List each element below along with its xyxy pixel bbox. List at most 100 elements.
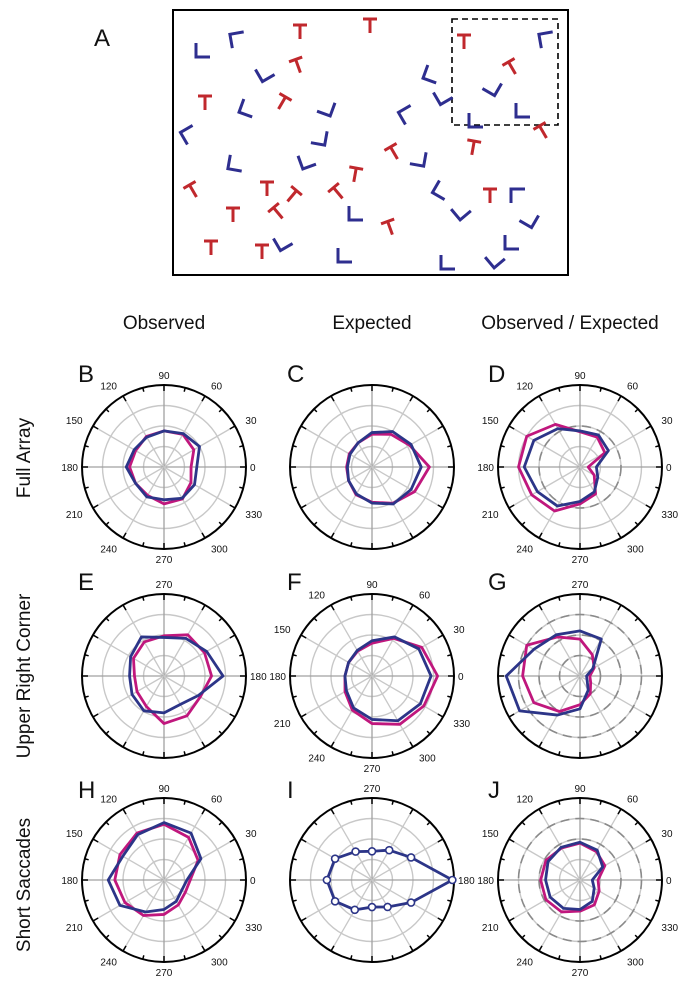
polar-spoke [300,634,373,677]
polar-tick [655,899,660,902]
polar-tick [239,654,244,657]
distractor-l-glyph [272,237,294,253]
polar-tick [292,899,297,902]
target-t-glyph [349,165,364,183]
polar-tick [645,425,652,430]
distractor-l-glyph [254,68,276,84]
polar-tick [634,408,639,413]
polar-spoke [92,675,165,718]
polar-tick [426,408,431,413]
polar-spoke [163,675,206,748]
polar-angle-label: 0 [250,463,256,474]
polar-angle-label: 30 [453,625,465,636]
polar-tick [508,838,515,843]
polar-angle-label: 240 [516,544,533,555]
polar-angle-label: 150 [66,829,83,840]
polar-angle-label: 120 [308,591,325,602]
polar-spoke [371,466,444,509]
polar-angle-label: 330 [453,719,470,730]
polar-tick [122,395,127,402]
series-line-h-0 [113,822,200,917]
polar-tick [292,654,297,657]
polar-tick [292,858,297,861]
polar-angle-label: 270 [156,555,173,566]
row-label-short-saccades: Short Saccades [14,818,35,952]
polar-tick [634,521,639,526]
polar-tick [84,654,89,657]
target-t-glyph [288,55,303,74]
distractor-l-glyph [310,131,329,147]
polar-tick [201,395,206,402]
polar-tick [201,604,206,611]
distractor-l-glyph [449,208,472,222]
polar-tick [183,542,186,547]
polar-tick [183,387,186,392]
polar-tick [183,955,186,960]
polar-tick [437,504,444,509]
polar-tick [437,634,444,639]
polar-spoke [579,425,652,468]
panel-letter-a: A [94,25,110,52]
polar-tick [538,945,543,952]
polar-spoke [300,466,373,509]
polar-tick [122,808,127,815]
panel-letter-e: E [78,569,94,596]
distractor-l-glyph [481,82,503,98]
polar-tick [508,425,515,430]
polar-tick [521,934,526,939]
polar-spoke [300,675,373,718]
polar-tick [447,486,452,489]
polar-tick [142,596,145,601]
polar-tick [92,713,99,718]
polar-tick [229,838,236,843]
polar-angle-label: 330 [661,510,678,521]
polar-tick [391,542,394,547]
polar-tick [239,445,244,448]
polar-spoke [122,604,165,677]
polar-tick [655,695,660,698]
polar-tick [645,634,652,639]
target-t-glyph [327,181,344,200]
series-marker [448,875,457,885]
polar-spoke [163,604,206,677]
polar-tick [409,604,414,611]
polar-tick [84,486,89,489]
series-marker [383,902,392,912]
polar-tick [634,730,639,735]
row-label-upper-right-corner: Upper Right Corner [14,593,35,758]
polar-angle-label: 270 [364,784,381,795]
series-line-g-1 [504,629,603,717]
polar-tick [508,504,515,509]
polar-tick [218,934,223,939]
series-marker [330,854,340,863]
polar-angle-label: 330 [245,510,262,521]
polar-tick [330,395,335,402]
target-t-glyph [204,239,218,255]
polar-tick [313,821,318,826]
polar-tick [538,395,543,402]
polar-tick [330,741,335,748]
series-line-d-0 [517,422,607,513]
polar-tick [538,808,543,815]
polar-spoke [92,466,165,509]
polar-tick [105,408,110,413]
polar-angle-label: 180 [250,672,267,683]
polar-angle-label: 180 [61,463,78,474]
polar-tick [521,730,526,735]
series-line-g-0 [521,635,596,713]
distractor-l-glyph [237,98,253,119]
polar-tick [239,899,244,902]
polar-tick [409,945,414,952]
polar-tick [426,730,431,735]
distractor-l-glyph [514,103,530,119]
polar-tick [92,917,99,922]
polar-spoke [163,395,206,468]
polar-tick [218,821,223,826]
target-t-glyph [457,33,471,49]
polar-tick [409,741,414,748]
polar-spoke [330,808,373,881]
target-t-glyph [380,217,395,236]
